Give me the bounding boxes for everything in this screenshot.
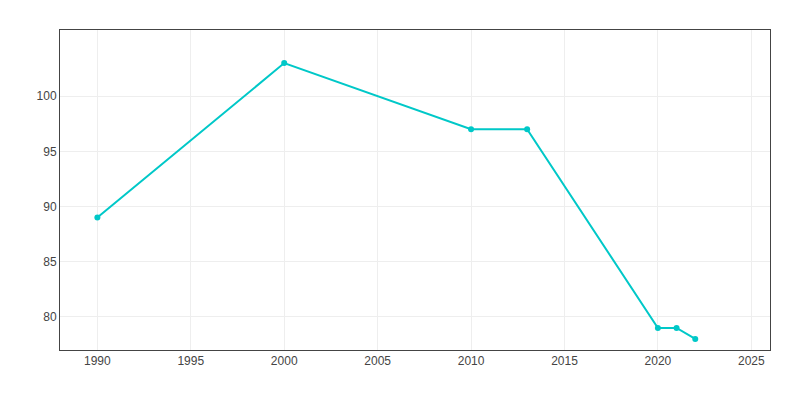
svg-text:1995: 1995 bbox=[177, 354, 204, 368]
svg-text:95: 95 bbox=[43, 145, 57, 159]
svg-text:2000: 2000 bbox=[271, 354, 298, 368]
svg-text:90: 90 bbox=[43, 200, 57, 214]
svg-text:80: 80 bbox=[43, 310, 57, 324]
svg-text:2025: 2025 bbox=[738, 354, 765, 368]
svg-text:100: 100 bbox=[37, 89, 57, 103]
svg-text:2005: 2005 bbox=[364, 354, 391, 368]
svg-text:2020: 2020 bbox=[645, 354, 672, 368]
svg-text:2015: 2015 bbox=[551, 354, 578, 368]
svg-text:2010: 2010 bbox=[458, 354, 485, 368]
svg-text:85: 85 bbox=[43, 255, 57, 269]
svg-text:1990: 1990 bbox=[84, 354, 111, 368]
